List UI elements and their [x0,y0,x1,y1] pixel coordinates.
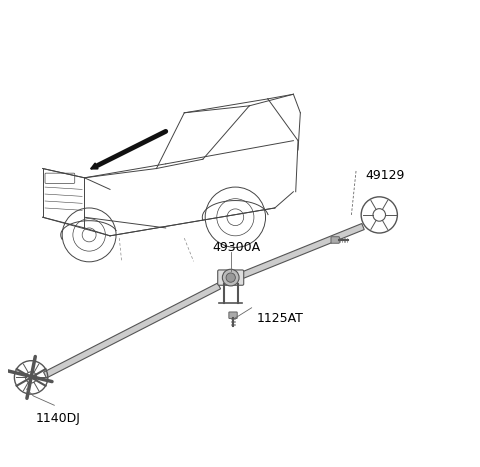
Circle shape [222,269,239,286]
Text: 49300A: 49300A [212,241,260,255]
Text: 1125AT: 1125AT [256,312,303,325]
FancyBboxPatch shape [331,237,339,243]
Text: 1140DJ: 1140DJ [36,412,81,425]
Text: 49129: 49129 [365,169,405,182]
Circle shape [226,273,235,282]
FancyBboxPatch shape [218,270,244,285]
Polygon shape [241,224,364,278]
Polygon shape [44,283,221,378]
FancyBboxPatch shape [229,312,237,318]
